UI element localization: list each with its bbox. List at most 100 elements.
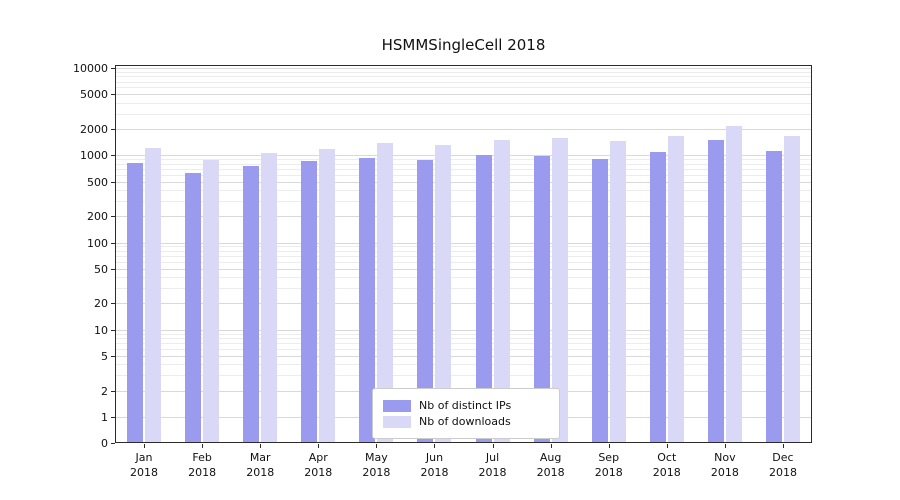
y-tick-mark [111, 68, 115, 69]
x-tick-label: Feb 2018 [188, 451, 217, 479]
bar-downloads [667, 136, 684, 443]
x-tick-label: Nov 2018 [710, 451, 739, 479]
minor-gridline [116, 333, 811, 335]
y-tick-mark [111, 128, 115, 130]
minor-gridline [116, 113, 811, 115]
bar-distinct-ips [591, 159, 608, 443]
x-tick-mark [376, 444, 378, 448]
major-gridline [116, 155, 811, 157]
minor-gridline [116, 81, 811, 83]
minor-gridline [116, 102, 811, 104]
minor-gridline [116, 343, 811, 345]
bar-distinct-ips [533, 156, 550, 443]
y-tick-label: 200 [87, 210, 108, 224]
minor-gridline [116, 277, 811, 279]
major-gridline [116, 181, 811, 183]
major-gridline [116, 68, 811, 69]
bar-distinct-ips [127, 162, 144, 443]
y-tick-label: 2 [101, 384, 108, 398]
minor-gridline [116, 174, 811, 176]
y-tick-mark [111, 155, 115, 157]
bar-distinct-ips [707, 139, 724, 443]
x-tick-label: Mar 2018 [246, 451, 275, 479]
x-tick-mark [434, 444, 436, 448]
y-tick-label: 20 [94, 297, 108, 311]
minor-gridline [116, 159, 811, 161]
bar-distinct-ips [765, 150, 782, 443]
major-gridline [116, 94, 811, 96]
y-tick-mark [111, 216, 115, 218]
x-tick-label: Aug 2018 [536, 451, 565, 479]
major-gridline [116, 303, 811, 305]
legend-label-distinct-ips: Nb of distinct IPs [419, 399, 512, 412]
x-tick-mark [492, 444, 494, 448]
bar-distinct-ips [301, 161, 318, 443]
y-tick-label: 10 [94, 323, 108, 337]
minor-gridline [116, 364, 811, 366]
bar-downloads [725, 126, 742, 443]
bar-downloads [783, 136, 800, 443]
plot-border [115, 65, 812, 443]
bar-downloads [319, 148, 336, 443]
x-tick-mark [318, 444, 320, 448]
minor-gridline [116, 375, 811, 377]
y-tick-mark [111, 242, 115, 244]
x-tick-mark [550, 444, 552, 448]
minor-gridline [116, 338, 811, 340]
bar-downloads [203, 160, 220, 443]
y-tick-mark [111, 356, 115, 357]
y-tick-label: 50 [94, 262, 108, 276]
y-tick-mark [111, 181, 115, 183]
x-tick-label: Dec 2018 [768, 451, 797, 479]
minor-gridline [116, 250, 811, 252]
bar-distinct-ips [185, 172, 202, 443]
x-tick-label: Sep 2018 [594, 451, 623, 479]
x-tick-label: Jul 2018 [478, 451, 507, 479]
minor-gridline [116, 163, 811, 165]
y-tick-mark [111, 94, 115, 96]
legend-entry-distinct-ips: Nb of distinct IPs [383, 399, 549, 412]
x-tick-mark [144, 444, 146, 448]
bar-downloads [377, 142, 394, 443]
y-tick-label: 10000 [73, 62, 108, 75]
y-tick-mark [111, 329, 115, 331]
x-tick-mark [202, 444, 204, 448]
y-tick-label: 5000 [80, 88, 108, 102]
minor-gridline [116, 349, 811, 351]
bar-distinct-ips [359, 157, 376, 443]
minor-gridline [116, 71, 811, 73]
x-tick-mark [782, 444, 784, 448]
minor-gridline [116, 168, 811, 170]
legend: Nb of distinct IPs Nb of downloads [372, 388, 560, 439]
x-tick-label: Oct 2018 [652, 451, 681, 479]
chart-title: HSMMSingleCell 2018 [381, 36, 546, 54]
y-tick-label: 500 [87, 175, 108, 189]
bar-downloads [551, 137, 568, 443]
minor-gridline [116, 256, 811, 257]
y-tick-label: 1000 [80, 149, 108, 163]
bar-downloads [493, 139, 510, 443]
bar-distinct-ips [475, 155, 492, 443]
minor-gridline [116, 189, 811, 191]
x-tick-mark [724, 444, 726, 448]
y-tick-mark [111, 417, 115, 418]
x-tick-label: Jan 2018 [130, 451, 159, 479]
x-tick-label: Apr 2018 [304, 451, 333, 479]
major-gridline [116, 242, 811, 244]
minor-gridline [116, 246, 811, 248]
minor-gridline [116, 288, 811, 290]
y-tick-label: 5 [101, 350, 108, 363]
x-tick-mark [666, 444, 668, 448]
bar-distinct-ips [649, 152, 666, 443]
y-tick-mark [111, 390, 115, 392]
major-gridline [116, 329, 811, 331]
minor-gridline [116, 200, 811, 202]
y-tick-label: 2000 [80, 122, 108, 136]
minor-gridline [116, 261, 811, 263]
bar-distinct-ips [417, 160, 434, 443]
y-tick-mark [111, 268, 115, 270]
major-gridline [116, 268, 811, 270]
major-gridline [116, 356, 811, 357]
x-tick-label: Jun 2018 [420, 451, 449, 479]
bar-downloads [261, 153, 278, 443]
